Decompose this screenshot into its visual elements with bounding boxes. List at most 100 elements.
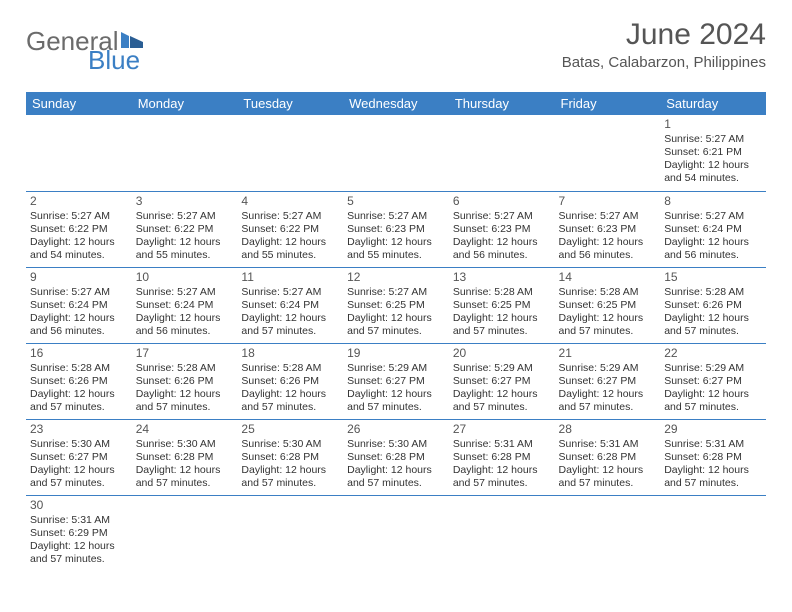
calendar-cell — [132, 495, 238, 571]
sunset-text: Sunset: 6:28 PM — [559, 451, 657, 464]
sunset-text: Sunset: 6:24 PM — [241, 299, 339, 312]
sunset-text: Sunset: 6:23 PM — [559, 223, 657, 236]
calendar-cell: 1Sunrise: 5:27 AMSunset: 6:21 PMDaylight… — [660, 115, 766, 191]
sunrise-text: Sunrise: 5:29 AM — [453, 362, 551, 375]
daylight-text: Daylight: 12 hours and 55 minutes. — [347, 236, 445, 262]
day-number: 10 — [136, 270, 234, 285]
daylight-text: Daylight: 12 hours and 56 minutes. — [136, 312, 234, 338]
calendar-cell: 9Sunrise: 5:27 AMSunset: 6:24 PMDaylight… — [26, 267, 132, 343]
daylight-text: Daylight: 12 hours and 56 minutes. — [664, 236, 762, 262]
day-number: 24 — [136, 422, 234, 437]
month-title: June 2024 — [562, 18, 766, 52]
sunrise-text: Sunrise: 5:27 AM — [453, 210, 551, 223]
sunset-text: Sunset: 6:25 PM — [347, 299, 445, 312]
daylight-text: Daylight: 12 hours and 56 minutes. — [30, 312, 128, 338]
sunrise-text: Sunrise: 5:31 AM — [664, 438, 762, 451]
calendar-cell: 17Sunrise: 5:28 AMSunset: 6:26 PMDayligh… — [132, 343, 238, 419]
day-number: 14 — [559, 270, 657, 285]
day-number: 17 — [136, 346, 234, 361]
sunrise-text: Sunrise: 5:30 AM — [30, 438, 128, 451]
sunset-text: Sunset: 6:22 PM — [241, 223, 339, 236]
day-number: 18 — [241, 346, 339, 361]
sunrise-text: Sunrise: 5:28 AM — [241, 362, 339, 375]
sunrise-text: Sunrise: 5:30 AM — [347, 438, 445, 451]
daylight-text: Daylight: 12 hours and 57 minutes. — [347, 464, 445, 490]
calendar-cell: 20Sunrise: 5:29 AMSunset: 6:27 PMDayligh… — [449, 343, 555, 419]
day-header: Tuesday — [237, 92, 343, 115]
sunrise-text: Sunrise: 5:29 AM — [664, 362, 762, 375]
calendar-cell: 7Sunrise: 5:27 AMSunset: 6:23 PMDaylight… — [555, 191, 661, 267]
day-number: 16 — [30, 346, 128, 361]
sunset-text: Sunset: 6:24 PM — [136, 299, 234, 312]
day-number: 1 — [664, 117, 762, 132]
sunrise-text: Sunrise: 5:28 AM — [559, 286, 657, 299]
daylight-text: Daylight: 12 hours and 54 minutes. — [30, 236, 128, 262]
sunrise-text: Sunrise: 5:31 AM — [559, 438, 657, 451]
day-header: Monday — [132, 92, 238, 115]
daylight-text: Daylight: 12 hours and 57 minutes. — [559, 388, 657, 414]
sunset-text: Sunset: 6:27 PM — [453, 375, 551, 388]
sunrise-text: Sunrise: 5:28 AM — [453, 286, 551, 299]
sunset-text: Sunset: 6:25 PM — [559, 299, 657, 312]
calendar-thead: SundayMondayTuesdayWednesdayThursdayFrid… — [26, 92, 766, 115]
calendar-cell — [237, 495, 343, 571]
day-number: 22 — [664, 346, 762, 361]
sunset-text: Sunset: 6:24 PM — [664, 223, 762, 236]
day-header: Wednesday — [343, 92, 449, 115]
calendar-cell: 29Sunrise: 5:31 AMSunset: 6:28 PMDayligh… — [660, 419, 766, 495]
sunrise-text: Sunrise: 5:28 AM — [136, 362, 234, 375]
sunrise-text: Sunrise: 5:27 AM — [347, 210, 445, 223]
calendar-cell — [555, 115, 661, 191]
daylight-text: Daylight: 12 hours and 57 minutes. — [453, 312, 551, 338]
day-number: 3 — [136, 194, 234, 209]
calendar-cell: 30Sunrise: 5:31 AMSunset: 6:29 PMDayligh… — [26, 495, 132, 571]
calendar-table: SundayMondayTuesdayWednesdayThursdayFrid… — [26, 92, 766, 571]
calendar-cell: 23Sunrise: 5:30 AMSunset: 6:27 PMDayligh… — [26, 419, 132, 495]
sunset-text: Sunset: 6:26 PM — [30, 375, 128, 388]
daylight-text: Daylight: 12 hours and 57 minutes. — [559, 312, 657, 338]
sunset-text: Sunset: 6:22 PM — [136, 223, 234, 236]
calendar-cell: 18Sunrise: 5:28 AMSunset: 6:26 PMDayligh… — [237, 343, 343, 419]
day-number: 27 — [453, 422, 551, 437]
brand-part2: Blue — [88, 45, 140, 75]
sunset-text: Sunset: 6:27 PM — [30, 451, 128, 464]
daylight-text: Daylight: 12 hours and 57 minutes. — [30, 540, 128, 566]
calendar-cell: 16Sunrise: 5:28 AMSunset: 6:26 PMDayligh… — [26, 343, 132, 419]
day-number: 30 — [30, 498, 128, 513]
day-number: 4 — [241, 194, 339, 209]
calendar-cell — [660, 495, 766, 571]
daylight-text: Daylight: 12 hours and 57 minutes. — [241, 388, 339, 414]
day-header: Saturday — [660, 92, 766, 115]
calendar-cell: 19Sunrise: 5:29 AMSunset: 6:27 PMDayligh… — [343, 343, 449, 419]
day-number: 2 — [30, 194, 128, 209]
sunrise-text: Sunrise: 5:27 AM — [241, 286, 339, 299]
calendar-cell: 27Sunrise: 5:31 AMSunset: 6:28 PMDayligh… — [449, 419, 555, 495]
calendar-cell: 21Sunrise: 5:29 AMSunset: 6:27 PMDayligh… — [555, 343, 661, 419]
sunset-text: Sunset: 6:28 PM — [453, 451, 551, 464]
daylight-text: Daylight: 12 hours and 57 minutes. — [664, 388, 762, 414]
daylight-text: Daylight: 12 hours and 57 minutes. — [30, 464, 128, 490]
daylight-text: Daylight: 12 hours and 56 minutes. — [453, 236, 551, 262]
daylight-text: Daylight: 12 hours and 57 minutes. — [241, 464, 339, 490]
sunrise-text: Sunrise: 5:30 AM — [241, 438, 339, 451]
calendar-body: 1Sunrise: 5:27 AMSunset: 6:21 PMDaylight… — [26, 115, 766, 571]
daylight-text: Daylight: 12 hours and 54 minutes. — [664, 159, 762, 185]
day-number: 20 — [453, 346, 551, 361]
calendar-cell — [26, 115, 132, 191]
day-number: 23 — [30, 422, 128, 437]
calendar-cell: 11Sunrise: 5:27 AMSunset: 6:24 PMDayligh… — [237, 267, 343, 343]
daylight-text: Daylight: 12 hours and 55 minutes. — [241, 236, 339, 262]
sunrise-text: Sunrise: 5:28 AM — [664, 286, 762, 299]
day-number: 5 — [347, 194, 445, 209]
calendar-cell: 25Sunrise: 5:30 AMSunset: 6:28 PMDayligh… — [237, 419, 343, 495]
daylight-text: Daylight: 12 hours and 57 minutes. — [453, 388, 551, 414]
sunrise-text: Sunrise: 5:27 AM — [30, 210, 128, 223]
sunrise-text: Sunrise: 5:27 AM — [559, 210, 657, 223]
sunset-text: Sunset: 6:29 PM — [30, 527, 128, 540]
calendar-cell — [449, 115, 555, 191]
sunset-text: Sunset: 6:27 PM — [559, 375, 657, 388]
day-number: 25 — [241, 422, 339, 437]
calendar-cell: 24Sunrise: 5:30 AMSunset: 6:28 PMDayligh… — [132, 419, 238, 495]
calendar-cell: 14Sunrise: 5:28 AMSunset: 6:25 PMDayligh… — [555, 267, 661, 343]
day-number: 26 — [347, 422, 445, 437]
